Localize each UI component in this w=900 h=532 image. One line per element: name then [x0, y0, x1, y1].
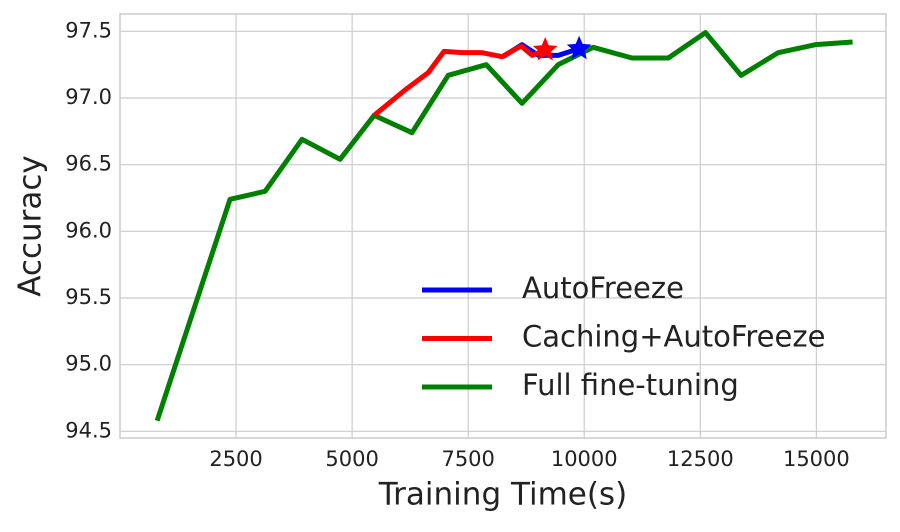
legend-label: Caching+AutoFreeze — [522, 320, 825, 354]
y-tick-label: 96.5 — [65, 152, 112, 176]
y-tick-label: 96.0 — [65, 218, 112, 242]
line-series — [372, 43, 547, 118]
y-axis-label: Accuracy — [13, 155, 49, 297]
end-marker — [532, 37, 558, 61]
plot-frame — [119, 13, 887, 439]
y-tick-label: 94.5 — [65, 418, 112, 442]
x-tick-label: 7500 — [441, 447, 494, 471]
y-tick-label: 97.5 — [65, 18, 112, 42]
legend-label: Full fine-tuning — [522, 368, 739, 402]
legend-label: AutoFreeze — [522, 271, 684, 305]
x-tick-label: 10000 — [551, 447, 618, 471]
end-marker — [566, 35, 592, 60]
x-tick-label: 5000 — [325, 447, 378, 471]
x-tick-label: 15000 — [783, 447, 850, 471]
y-tick-label: 95.5 — [65, 285, 112, 309]
line-series — [154, 30, 853, 422]
y-tick-label: 97.0 — [65, 85, 112, 109]
x-axis-label: Training Time(s) — [378, 477, 627, 513]
y-tick-label: 95.0 — [65, 352, 112, 376]
x-tick-label: 2500 — [209, 447, 262, 471]
x-tick-label: 12500 — [667, 447, 734, 471]
